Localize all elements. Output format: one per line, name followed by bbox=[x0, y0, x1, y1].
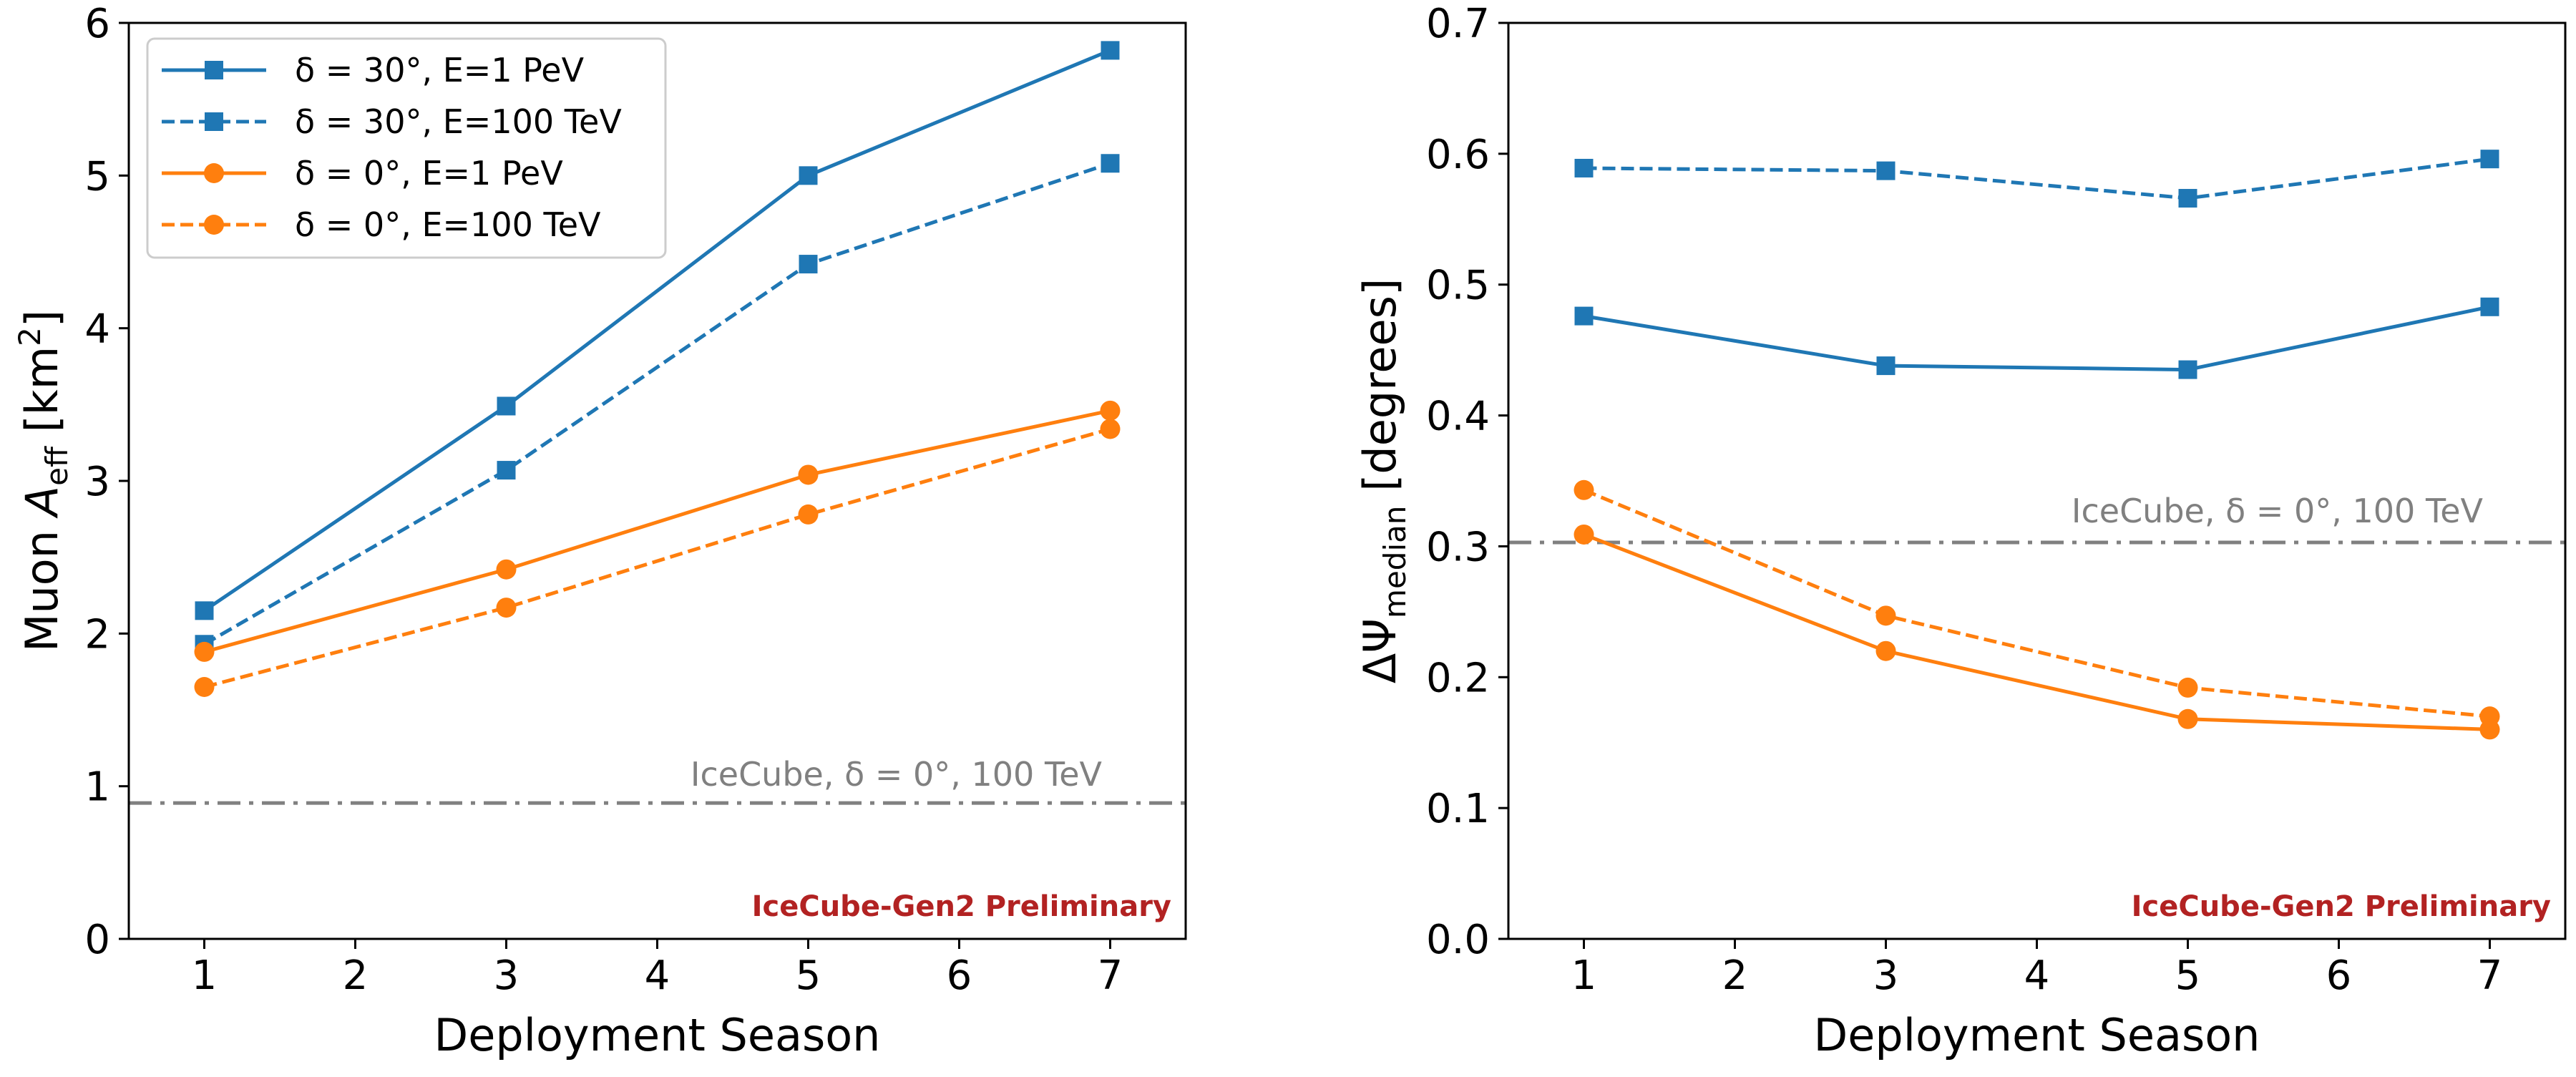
chart-panel-2: IceCube, δ = 0°, 100 TeV 1 2 3 4 5 6 7 0.0 0.1 0.2… bbox=[1354, 1, 2567, 1061]
data-point bbox=[1100, 400, 1121, 421]
x-tick-label: 5 bbox=[2175, 952, 2201, 999]
y-tick-label: 0.2 bbox=[1426, 655, 1490, 701]
y-tick-label: 0.3 bbox=[1426, 524, 1490, 570]
y-tick-label: 0.0 bbox=[1426, 917, 1490, 963]
data-point bbox=[1574, 524, 1594, 545]
series-markers-3 bbox=[1574, 524, 2500, 740]
chart-panel-1: IceCube, δ = 0°, 100 TeV 1 2 3 4 5 6 7 0 1 2 3 4 5 6 De… bbox=[12, 1, 1187, 1061]
x-tick-label: 6 bbox=[2326, 952, 2352, 999]
legend-entry: δ = 0°, E=1 PeV bbox=[295, 154, 563, 193]
legend-entry: δ = 0°, E=100 TeV bbox=[295, 205, 601, 244]
series-line-1 bbox=[203, 49, 1111, 613]
series-markers-2 bbox=[1574, 150, 2499, 208]
x-tick-label: 7 bbox=[2477, 952, 2503, 999]
legend-swatch-marker bbox=[204, 215, 224, 235]
x-tick-label: 2 bbox=[343, 952, 369, 999]
data-point bbox=[1875, 605, 1896, 626]
legend-entry: δ = 30°, E=100 TeV bbox=[295, 102, 622, 141]
series-markers-1 bbox=[1574, 297, 2499, 379]
y-tick-label: 3 bbox=[84, 459, 110, 505]
data-point bbox=[798, 504, 819, 525]
y-axis-label: ΔΨmedian [degrees] bbox=[1354, 278, 1413, 683]
y-tick-label: 0.7 bbox=[1426, 1, 1490, 47]
data-point bbox=[2178, 189, 2197, 208]
data-point bbox=[497, 396, 516, 416]
series-markers-4 bbox=[194, 419, 1121, 697]
data-point bbox=[1574, 158, 1594, 177]
legend-box bbox=[146, 37, 667, 259]
x-tick-label: 3 bbox=[1873, 952, 1899, 999]
data-point bbox=[2480, 297, 2499, 316]
y-tick-label: 2 bbox=[84, 611, 110, 658]
y-tick-label: 0.6 bbox=[1426, 132, 1490, 178]
x-tick-label: 3 bbox=[494, 952, 519, 999]
data-point bbox=[1101, 41, 1120, 60]
data-point bbox=[1101, 154, 1120, 173]
data-point bbox=[194, 641, 215, 662]
data-point bbox=[1876, 161, 1896, 180]
series-markers-4 bbox=[1574, 479, 2500, 727]
y-tick-label: 5 bbox=[84, 153, 110, 200]
data-point bbox=[1875, 640, 1896, 661]
y-tick-label: 1 bbox=[84, 764, 110, 811]
x-tick-label: 4 bbox=[2024, 952, 2050, 999]
watermark-label: IceCube-Gen2 Preliminary bbox=[2132, 890, 2551, 923]
series-line-3 bbox=[203, 409, 1111, 654]
series-markers-1 bbox=[195, 41, 1120, 620]
data-point bbox=[2177, 677, 2198, 698]
series-markers-3 bbox=[194, 400, 1121, 662]
series-line-1 bbox=[1584, 305, 2491, 372]
x-axis-label: Deployment Season bbox=[434, 1009, 881, 1061]
x-tick-label: 1 bbox=[1571, 952, 1597, 999]
series-line-2 bbox=[203, 161, 1111, 646]
x-tick-label: 5 bbox=[796, 952, 821, 999]
y-tick-label: 0.4 bbox=[1426, 394, 1490, 440]
data-point bbox=[496, 559, 517, 580]
y-tick-label: 0.1 bbox=[1426, 786, 1490, 832]
reference-label: IceCube, δ = 0°, 100 TeV bbox=[2072, 492, 2484, 530]
data-point bbox=[799, 166, 818, 185]
data-point bbox=[195, 601, 214, 620]
data-point bbox=[1876, 356, 1896, 376]
data-point bbox=[2480, 150, 2499, 169]
data-point bbox=[2178, 360, 2197, 379]
legend-entry: δ = 30°, E=1 PeV bbox=[295, 51, 585, 89]
x-tick-label: 4 bbox=[645, 952, 670, 999]
x-tick-label: 6 bbox=[947, 952, 972, 999]
x-axis-label: Deployment Season bbox=[1814, 1009, 2260, 1061]
reference-label: IceCube, δ = 0°, 100 TeV bbox=[691, 755, 1103, 794]
y-tick-label: 0 bbox=[84, 917, 110, 963]
x-tick-label: 1 bbox=[192, 952, 218, 999]
x-tick-label: 2 bbox=[1722, 952, 1748, 999]
data-point bbox=[798, 464, 819, 485]
x-tick-label: 7 bbox=[1098, 952, 1123, 999]
data-point bbox=[1574, 306, 1594, 326]
watermark-label: IceCube-Gen2 Preliminary bbox=[752, 890, 1171, 923]
legend-swatch-marker bbox=[204, 163, 224, 183]
data-point bbox=[1574, 479, 1594, 500]
legend-swatch-marker bbox=[205, 112, 223, 131]
axes-frame bbox=[1507, 21, 2567, 940]
data-point bbox=[799, 255, 818, 274]
series-line-2 bbox=[1584, 157, 2490, 200]
series-line-3 bbox=[1583, 532, 2490, 731]
data-point bbox=[2177, 708, 2198, 729]
series-line-4 bbox=[203, 427, 1111, 689]
data-point bbox=[194, 677, 215, 697]
data-point bbox=[496, 598, 517, 618]
legend-swatch-marker bbox=[205, 61, 223, 79]
data-point bbox=[2479, 706, 2500, 727]
legend: δ = 30°, E=1 PeV δ = 30°, E=100 TeV δ = 0°… bbox=[146, 37, 667, 259]
data-point bbox=[497, 461, 516, 480]
data-point bbox=[1100, 419, 1121, 439]
series-line-4 bbox=[1583, 488, 2490, 718]
y-axis-label: Muon Aeff [km2] bbox=[12, 310, 74, 652]
y-tick-label: 6 bbox=[84, 1, 110, 47]
y-tick-label: 4 bbox=[84, 306, 110, 353]
y-tick-label: 0.5 bbox=[1426, 263, 1490, 309]
